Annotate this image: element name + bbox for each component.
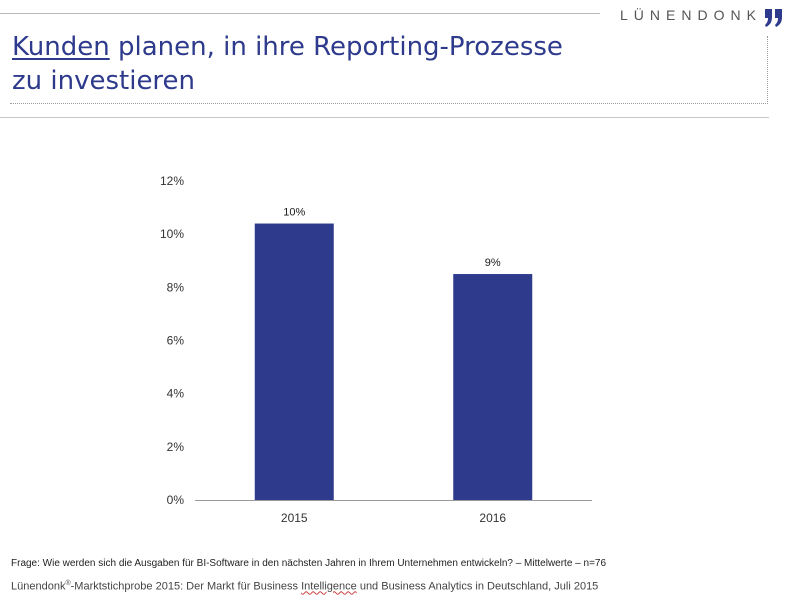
y-tick-label: 0% xyxy=(167,493,185,507)
page-title: Kunden planen, in ihre Reporting-Prozess… xyxy=(12,30,772,98)
brand-logo: LÜNENDONK xyxy=(620,4,784,27)
source-citation: Lünendonk®-Marktstichprobe 2015: Der Mar… xyxy=(11,580,598,593)
y-tick-label: 10% xyxy=(160,227,184,241)
y-tick-label: 12% xyxy=(160,174,184,188)
y-tick-label: 2% xyxy=(167,440,185,454)
title-line2: zu investieren xyxy=(12,66,196,96)
bar xyxy=(453,274,533,500)
source-part2: und Business Analytics in Deutschland, J… xyxy=(356,580,599,593)
registered-mark: ® xyxy=(65,580,71,587)
bar-data-label: 9% xyxy=(485,257,501,269)
quote-mark-icon xyxy=(764,9,782,27)
y-tick-label: 6% xyxy=(167,334,185,348)
header-top-rule xyxy=(0,13,600,14)
bar xyxy=(254,223,334,501)
source-prefix: Lünendonk xyxy=(11,580,66,593)
y-tick-label: 8% xyxy=(167,280,185,294)
y-tick-label: 4% xyxy=(167,387,185,401)
x-tick-label: 2016 xyxy=(479,511,506,525)
title-frame xyxy=(10,36,768,104)
x-tick-label: 2015 xyxy=(281,511,308,525)
title-keyword: Kunden xyxy=(12,32,110,62)
title-bottom-rule xyxy=(0,117,769,118)
source-part1: -Marktstichprobe 2015: Der Markt für Bus… xyxy=(70,580,302,593)
bar-data-label: 10% xyxy=(283,207,305,219)
survey-question-footnote: Frage: Wie werden sich die Ausgaben für … xyxy=(11,558,607,569)
title-line1-rest: planen, in ihre Reporting-Prozesse xyxy=(109,32,563,62)
brand-name: LÜNENDONK xyxy=(620,7,762,23)
source-flagged-word: Intelligence xyxy=(301,580,357,593)
